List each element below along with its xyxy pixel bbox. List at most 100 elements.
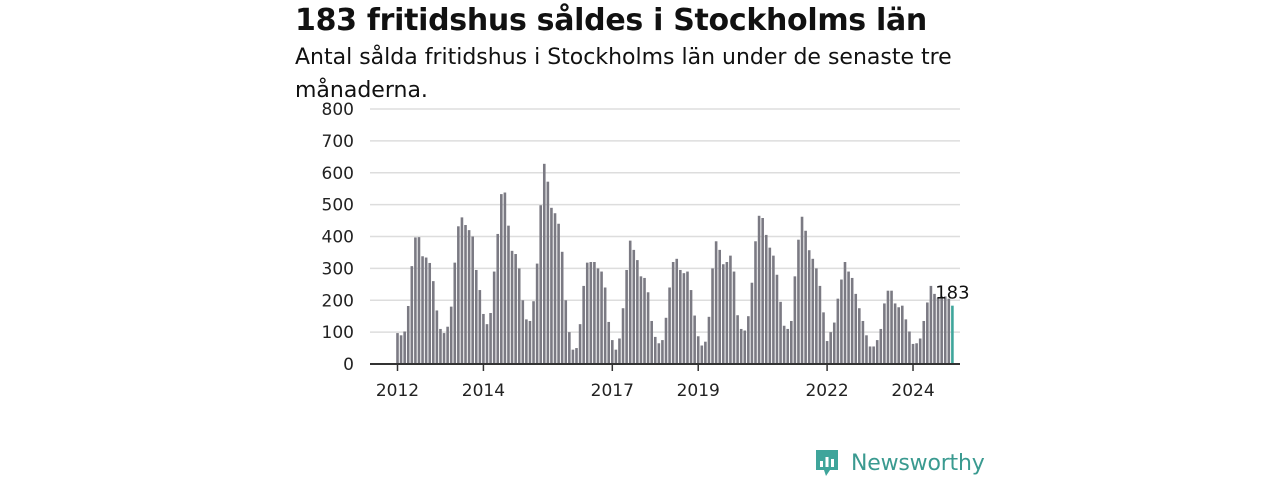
bar [883, 303, 886, 364]
bar [625, 269, 628, 364]
bar [832, 322, 836, 364]
bar [564, 300, 568, 364]
bar [442, 333, 446, 364]
bar [847, 271, 850, 364]
bar [507, 225, 510, 364]
bar [933, 293, 936, 365]
bar [668, 287, 671, 364]
bar [854, 293, 858, 365]
bar [421, 256, 424, 364]
x-tick-label: 2017 [591, 381, 634, 401]
bar [535, 263, 539, 364]
x-tick-label: 2024 [891, 381, 934, 401]
bar [929, 285, 933, 364]
bar [875, 340, 879, 364]
bar [861, 320, 865, 364]
bar [714, 241, 718, 364]
bar [704, 341, 707, 364]
bar [926, 302, 929, 364]
bar [779, 301, 782, 364]
bar [614, 349, 618, 364]
y-tick-label: 800 [322, 100, 354, 120]
bar [417, 237, 421, 364]
bar [657, 343, 661, 364]
bar [489, 313, 492, 364]
bar [915, 343, 918, 364]
bar [829, 332, 832, 365]
bar [482, 313, 485, 364]
bar [449, 306, 453, 365]
bar [621, 308, 625, 364]
bar [653, 336, 657, 364]
highlight-label: 183 [935, 283, 969, 304]
bar [593, 262, 596, 364]
bar [922, 320, 926, 364]
bar [811, 258, 815, 364]
x-tick-label: 2019 [677, 381, 720, 401]
bar [399, 335, 403, 364]
bar [865, 335, 868, 364]
bar [571, 349, 575, 364]
bar [474, 269, 478, 364]
bar [467, 230, 471, 365]
bar [804, 230, 807, 364]
bar [510, 250, 514, 364]
bar [858, 308, 861, 364]
bar [911, 343, 915, 364]
bar [560, 251, 564, 364]
bar [628, 240, 632, 364]
bar [575, 348, 578, 364]
bar [539, 205, 542, 364]
bar [897, 307, 900, 364]
bar [424, 257, 428, 364]
bar [711, 268, 714, 365]
bar [904, 319, 908, 365]
bar [908, 331, 911, 364]
bar [528, 320, 532, 364]
bar [943, 296, 947, 364]
bar [403, 331, 406, 364]
bar [768, 247, 772, 364]
bar [918, 338, 922, 364]
bar [900, 305, 904, 364]
brand-logo: Newsworthy [814, 447, 985, 479]
bar [775, 274, 779, 364]
bar [568, 332, 571, 365]
bar [589, 262, 593, 364]
bar [736, 315, 739, 364]
bar [764, 234, 768, 364]
x-tick-label: 2012 [376, 381, 419, 401]
bar [815, 268, 818, 365]
bar [940, 296, 943, 364]
bar [471, 236, 474, 364]
bar [786, 328, 790, 364]
x-tick-label: 2022 [805, 381, 848, 401]
bar [406, 305, 410, 364]
bar [664, 317, 668, 364]
bars [396, 163, 954, 365]
y-tick-label: 700 [322, 132, 354, 152]
bar [636, 260, 639, 364]
bar [428, 262, 432, 364]
bar [843, 262, 847, 364]
bar [707, 316, 711, 364]
bar [782, 325, 786, 364]
y-axis-ticks: 0 100 200 300 400 500 600 700 800 [322, 100, 354, 375]
bar [689, 290, 693, 364]
bar [643, 277, 646, 364]
bar [682, 273, 686, 364]
bar [485, 324, 489, 364]
bar [546, 181, 550, 364]
x-axis-ticks: 2012 2014 2017 2019 2022 2024 [376, 364, 935, 401]
bar [410, 266, 414, 364]
bar [432, 281, 435, 365]
bar [661, 340, 664, 364]
y-tick-label: 400 [322, 228, 354, 248]
bar [679, 269, 682, 364]
bar [739, 328, 743, 364]
bar [460, 217, 464, 365]
bar [578, 324, 582, 364]
bar [542, 163, 546, 364]
bar [446, 326, 449, 364]
